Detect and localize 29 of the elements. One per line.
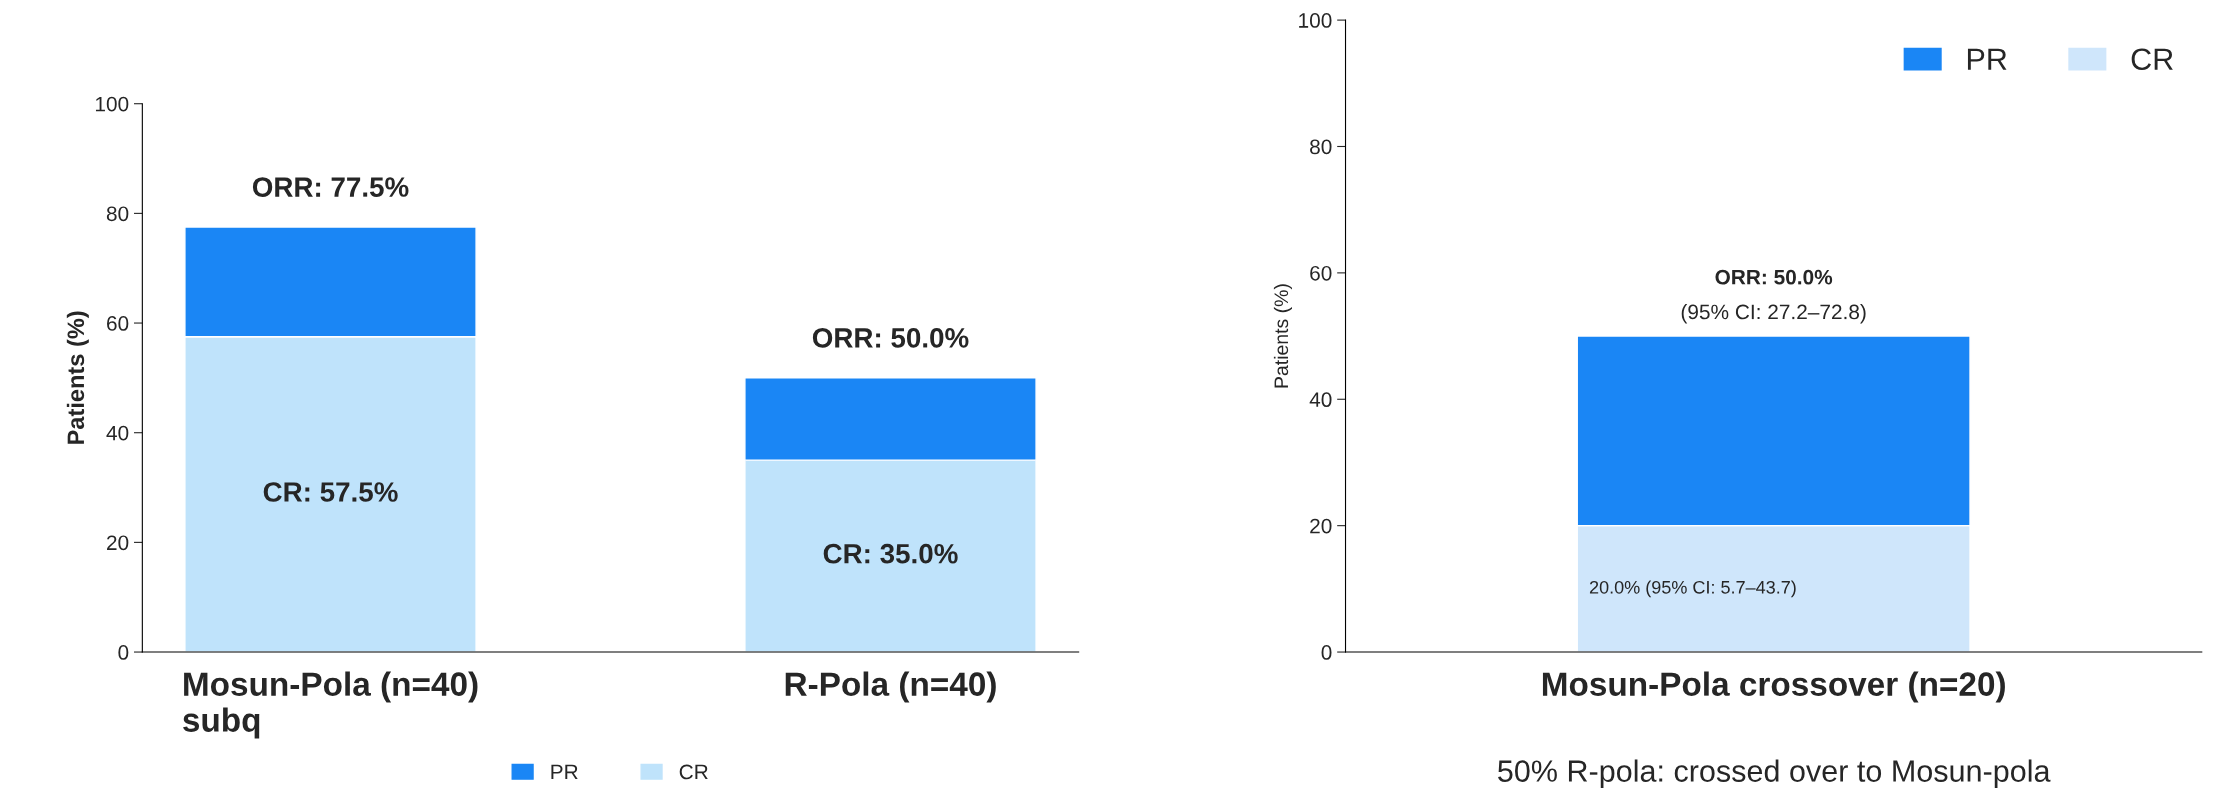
y-tick-label: 80 bbox=[1310, 139, 1332, 155]
legend-label: CR bbox=[679, 764, 708, 780]
text: 50% R-pola: crossed over to Mosun-pola bbox=[1498, 759, 2051, 788]
y-axis-title: Patients (%) bbox=[1273, 284, 1293, 388]
total-label: ORR: 50.0% bbox=[812, 328, 969, 348]
data-label: 20.0% (95% CI: 5.7–43.7) bbox=[1589, 580, 1796, 598]
y-tick-label: 0 bbox=[1321, 645, 1332, 660]
x-tick-label: Mosun-Pola (n=40) subq bbox=[183, 671, 478, 739]
y-axis-title: Patients (%) bbox=[66, 311, 89, 444]
legend-label: PR bbox=[1967, 48, 2007, 70]
y-tick-label: 60 bbox=[107, 316, 129, 331]
total-label: ORR: 77.5% bbox=[252, 177, 409, 197]
y-tick-label: 40 bbox=[106, 425, 129, 441]
data-label: CR: 35.0% bbox=[823, 543, 958, 564]
legend-label: CR bbox=[2131, 48, 2173, 71]
y-tick-label: 20 bbox=[107, 535, 129, 551]
y-tick-label: 60 bbox=[1310, 265, 1332, 281]
y-tick-label: 100 bbox=[1299, 13, 1332, 28]
total-label: ORR: 50.0% bbox=[1715, 269, 1833, 285]
y-tick-label: 20 bbox=[1310, 518, 1332, 534]
x-tick-label: Mosun-Pola crossover (n=20) bbox=[1542, 671, 2005, 703]
data-label: CR: 57.5% bbox=[263, 482, 398, 502]
legend-label: PR bbox=[551, 764, 578, 780]
annotation: (95% CI: 27.2–72.8) bbox=[1681, 304, 1866, 324]
y-tick-label: 80 bbox=[106, 206, 129, 222]
y-tick-label: 40 bbox=[1309, 392, 1332, 408]
y-tick-label: 0 bbox=[118, 645, 129, 660]
y-tick-label: 100 bbox=[95, 96, 129, 112]
x-tick-label: R-Pola (n=40) bbox=[785, 671, 996, 703]
